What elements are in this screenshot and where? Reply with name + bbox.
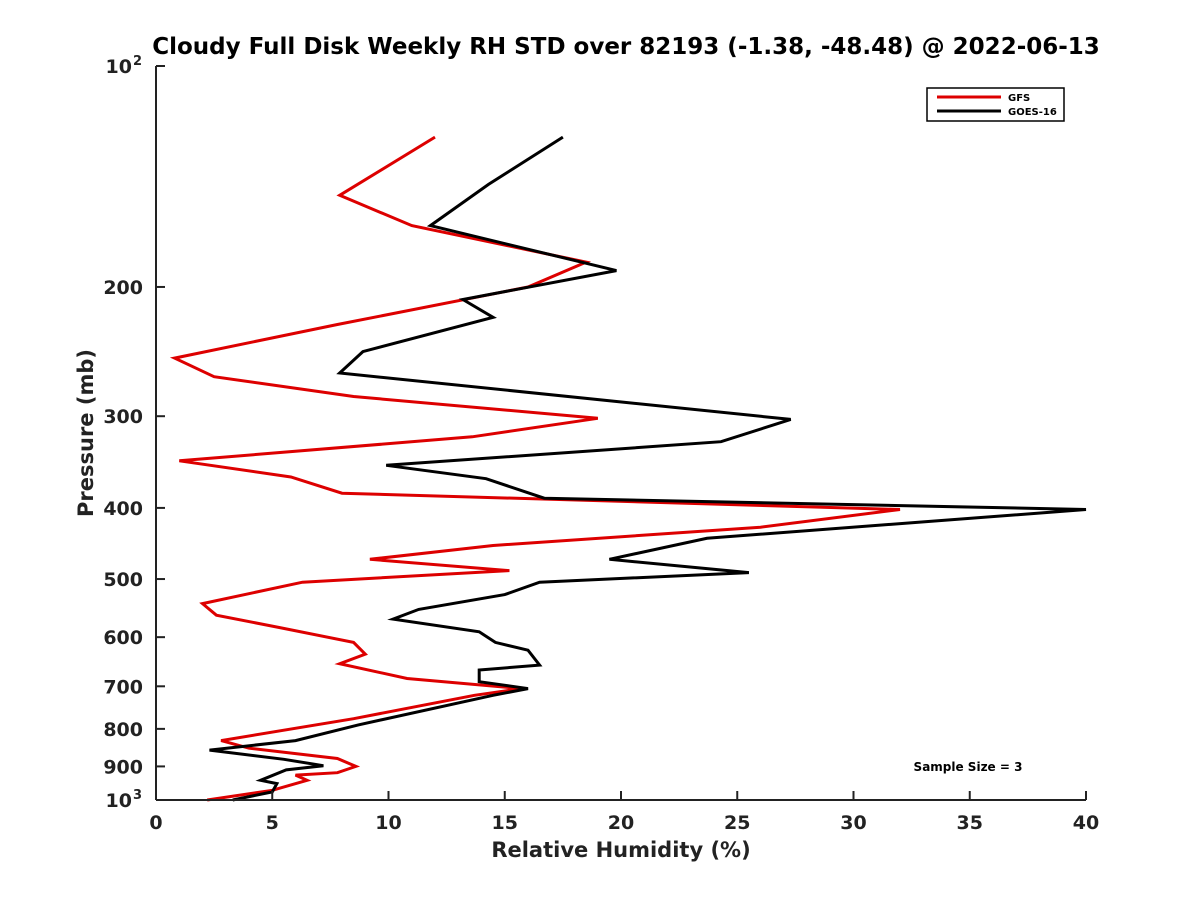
y-axis-label: Pressure (mb) [74, 349, 98, 517]
sample-size-annotation: Sample Size = 3 [914, 760, 1023, 774]
y-tick-label: 10 [106, 56, 132, 78]
y-tick-label: 500 [103, 569, 143, 591]
x-tick-label: 5 [266, 812, 279, 834]
y-tick-label: 400 [103, 498, 143, 520]
y-tick-label: 800 [103, 719, 143, 741]
y-tick-label: 700 [103, 676, 143, 698]
legend-label: GFS [1008, 93, 1030, 104]
y-tick-label: 200 [103, 277, 143, 299]
x-tick-label: 35 [957, 812, 983, 834]
y-tick-label: 300 [103, 406, 143, 428]
series-line-gfs [169, 135, 901, 802]
legend: GFS GOES-16 [926, 87, 1065, 122]
series-line-goes-16 [209, 135, 1087, 802]
y-tick-label: 600 [103, 627, 143, 649]
y-tick-label: 10 [106, 790, 132, 812]
x-tick-label: 15 [492, 812, 518, 834]
x-tick-label: 10 [375, 812, 401, 834]
x-tick-label: 25 [724, 812, 750, 834]
y-tick-exponent: 3 [133, 788, 142, 803]
x-tick-label: 40 [1073, 812, 1099, 834]
x-tick-label: 30 [840, 812, 866, 834]
legend-label: GOES-16 [1008, 107, 1057, 118]
x-tick-label: 0 [149, 812, 162, 834]
y-tick-label: 900 [103, 756, 143, 778]
x-tick-label: 20 [608, 812, 634, 834]
y-tick-exponent: 2 [133, 54, 142, 69]
x-ticks: 0 5 10 15 20 25 30 35 40 [149, 791, 1099, 834]
legend-box [926, 87, 1065, 122]
x-axis-label: Relative Humidity (%) [491, 838, 750, 862]
series-layer [169, 135, 1087, 802]
chart-title: Cloudy Full Disk Weekly RH STD over 8219… [152, 34, 1100, 60]
